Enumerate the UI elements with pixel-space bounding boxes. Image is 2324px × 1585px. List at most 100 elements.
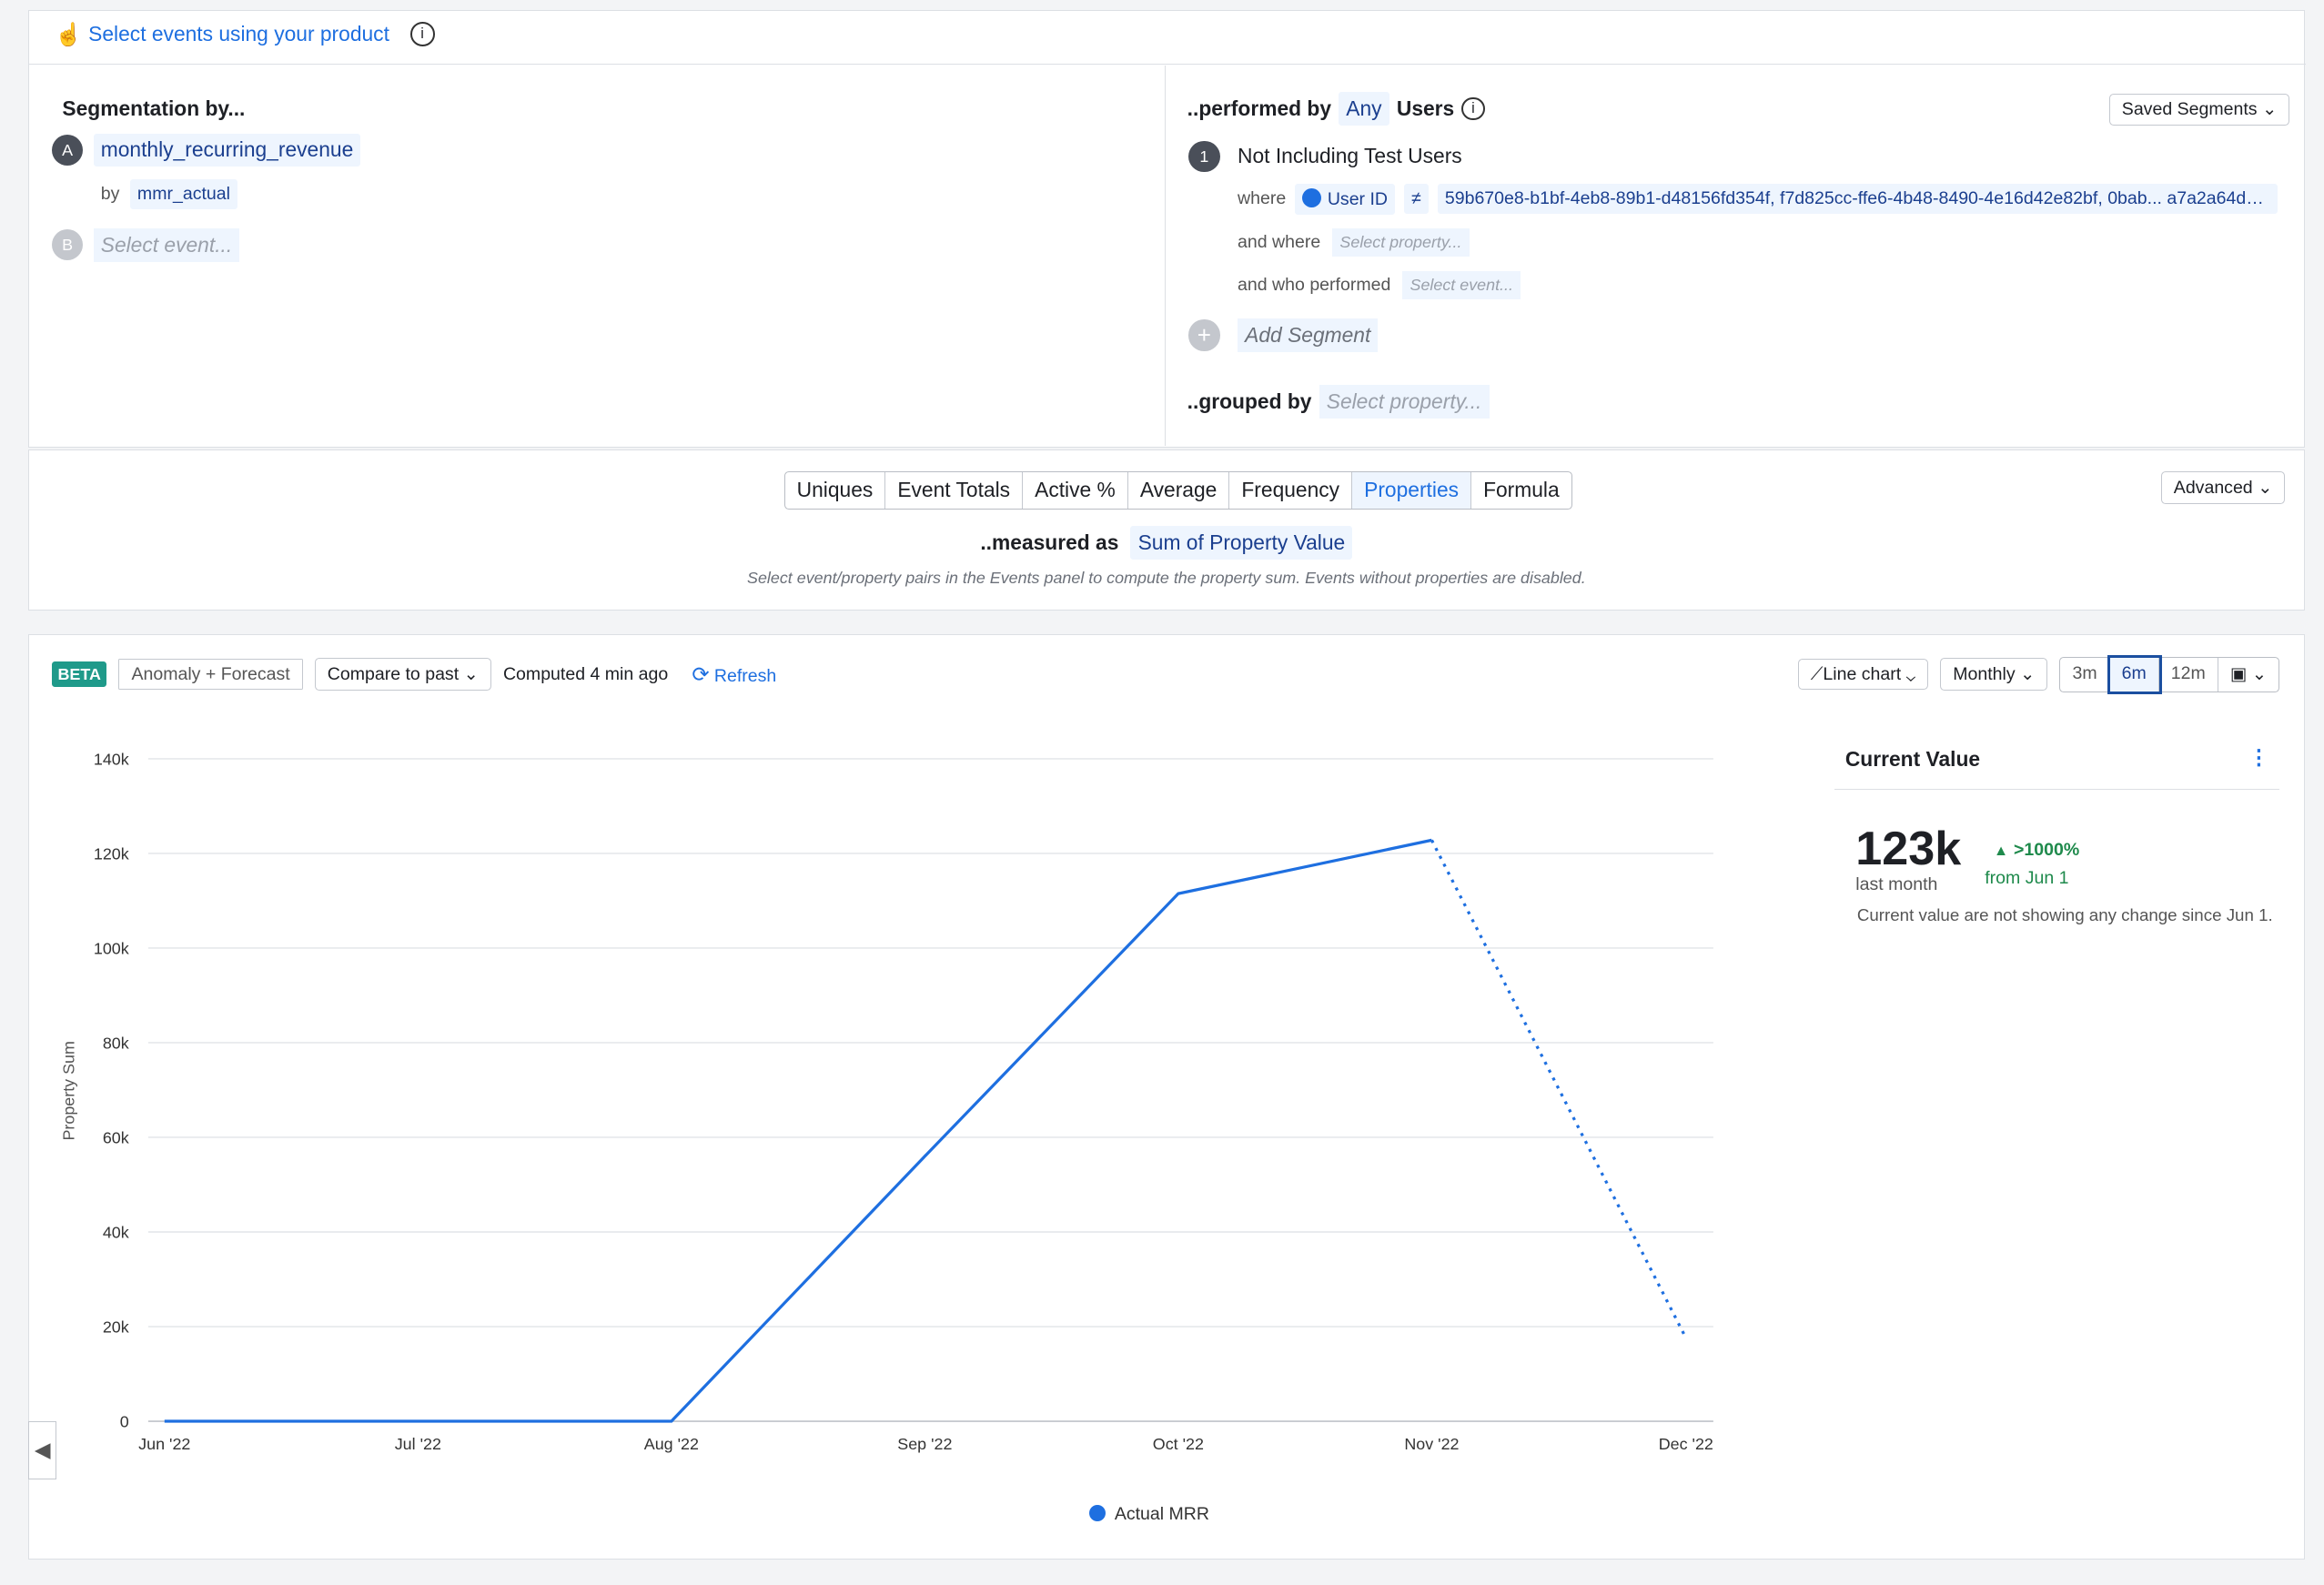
group-property-selector[interactable]: mmr_actual	[129, 179, 238, 209]
hand-pointer-icon: ☝	[55, 22, 83, 47]
measured-as-row: ..measured as Sum of Property Value	[0, 526, 2324, 560]
current-value-block: 123k last month	[1855, 822, 1962, 895]
more-options-icon[interactable]: ⋮	[2248, 745, 2269, 770]
and-who-performed-label: and who performed	[1238, 274, 1391, 295]
info-icon[interactable]: i	[409, 22, 435, 47]
grouped-by-row: ..grouped by Select property...	[1187, 385, 1490, 419]
event-b-selector[interactable]: Select event...	[93, 227, 240, 262]
where-label: where	[1238, 188, 1287, 209]
and-where-property-selector[interactable]: Select property...	[1332, 227, 1470, 257]
grouped-by-selector[interactable]: Select property...	[1319, 385, 1490, 419]
metric-tab[interactable]: Formula	[1483, 478, 1560, 502]
change-value: >1000%	[2014, 839, 2080, 860]
info-icon[interactable]: i	[1461, 96, 1485, 120]
header-row: ☝ Select events using your product i	[55, 21, 435, 48]
chart-type-dropdown[interactable]: ⟋Line chart ⌄	[1797, 658, 1929, 691]
current-value-row: 123k last month ▲ >1000% from Jun 1	[1855, 822, 2079, 895]
divider	[1834, 788, 2280, 790]
user-id-property[interactable]: User ID	[1295, 183, 1396, 215]
line-chart-icon: ⟋	[1810, 663, 1824, 684]
line-chart: 0 20k 40k 60k 80k 100k 120k 140k Jun '22 Jul '22 A…	[59, 750, 1713, 1453]
add-segment-button[interactable]: Add Segment	[1238, 318, 1379, 352]
add-icon[interactable]: +	[1188, 319, 1220, 351]
current-value-sub: last month	[1855, 873, 1938, 894]
interval-label: Monthly	[1953, 664, 2016, 685]
saved-segments-button[interactable]: Saved Segments ⌄	[2108, 93, 2290, 126]
add-segment-row: + Add Segment	[1188, 318, 1379, 352]
legend-label: Actual MRR	[1114, 1504, 1210, 1525]
segment-name[interactable]: Not Including Test Users	[1238, 144, 1462, 168]
event-a-selector[interactable]: monthly_recurring_revenue	[93, 133, 361, 167]
metric-tab[interactable]: Frequency	[1229, 471, 1353, 509]
measured-as-selector[interactable]: Sum of Property Value	[1130, 526, 1353, 560]
range-option[interactable]: 3m	[2060, 657, 2110, 692]
metric-tab[interactable]: Active %	[1023, 471, 1128, 509]
y-tick-label: 40k	[103, 1224, 129, 1242]
computed-status: Computed 4 min ago	[502, 663, 669, 684]
anomaly-forecast-button[interactable]: Anomaly + Forecast	[118, 658, 303, 691]
range-option[interactable]: 12m	[2159, 657, 2218, 692]
by-label: by	[100, 183, 120, 204]
y-axis-label: Property Sum	[59, 1041, 77, 1140]
performed-by-label: ..performed by	[1187, 96, 1331, 120]
y-tick-label: 120k	[94, 844, 129, 863]
beta-badge: BETA	[52, 661, 107, 687]
event-a-badge: A	[52, 134, 84, 167]
x-tick-label: Nov '22	[1404, 1435, 1459, 1453]
y-tick-label: 0	[120, 1413, 129, 1431]
y-tick-label: 20k	[103, 1318, 129, 1337]
measure-hint: Select event/property pairs in the Event…	[747, 569, 1586, 588]
metric-tab[interactable]: Uniques	[785, 471, 886, 509]
up-arrow-icon: ▲	[1994, 842, 2009, 859]
performed-by-row: ..performed by Any Users i	[1187, 91, 1485, 126]
advanced-label: Advanced	[2173, 477, 2253, 498]
and-who-event-selector[interactable]: Select event...	[1402, 271, 1521, 299]
divider	[1165, 65, 1166, 447]
series-line-incomplete	[1430, 839, 1687, 1338]
current-value: 123k	[1855, 822, 1962, 875]
x-tick-label: Jul '22	[395, 1435, 441, 1453]
metric-tabs: Uniques Event Totals Active % Average Freque…	[783, 470, 1572, 510]
x-tick-label: Jun '22	[138, 1435, 190, 1453]
and-where-label: and where	[1238, 231, 1321, 252]
grouped-by-label: ..grouped by	[1187, 389, 1312, 414]
compare-to-past-dropdown[interactable]: Compare to past ⌄	[314, 658, 491, 691]
x-tick-label: Aug '22	[644, 1435, 699, 1453]
event-a-row: A monthly_recurring_revenue	[52, 133, 361, 167]
refresh-button[interactable]: ⟳ Refresh	[692, 662, 776, 687]
event-b-badge: B	[52, 229, 84, 261]
operator-selector[interactable]: ≠	[1403, 184, 1429, 215]
divider	[27, 64, 2307, 65]
segmentation-label: Segmentation by...	[62, 96, 246, 120]
metric-tab[interactable]: Properties	[1352, 471, 1472, 509]
compare-label: Compare to past	[327, 664, 460, 685]
amplitude-icon	[1302, 187, 1322, 208]
series-line-actual-mrr	[164, 838, 1432, 1423]
calendar-icon[interactable]: ▣ ⌄	[2229, 664, 2268, 685]
advanced-button[interactable]: Advanced ⌄	[2160, 470, 2286, 504]
metric-tab[interactable]: Event Totals	[885, 471, 1024, 509]
range-option[interactable]: 6m	[2107, 654, 2162, 694]
y-tick-label: 140k	[94, 750, 129, 768]
y-tick-label: 60k	[103, 1129, 129, 1147]
collapse-left-button[interactable]: ◀	[27, 1421, 57, 1479]
measured-as-label: ..measured as	[980, 530, 1119, 555]
y-tick-label: 80k	[103, 1034, 129, 1052]
chart-toolbar-right: ⟋Line chart ⌄ Monthly ⌄ 3m 6m 12m ▣ ⌄	[1797, 654, 2280, 694]
change-block: ▲ >1000% from Jun 1	[1985, 824, 2079, 889]
header-title[interactable]: Select events using your product	[88, 22, 389, 46]
x-tick-label: Oct '22	[1153, 1435, 1204, 1453]
segment-number-badge: 1	[1188, 140, 1220, 172]
legend-actual-mrr[interactable]: Actual MRR	[1089, 1504, 1209, 1525]
legend-dot-icon	[1089, 1504, 1106, 1521]
interval-dropdown[interactable]: Monthly ⌄	[1940, 658, 2048, 691]
any-selector[interactable]: Any	[1339, 91, 1389, 126]
query-panel	[27, 10, 2306, 449]
property-values[interactable]: 59b670e8-b1bf-4eb8-89b1-d48156fd354f, f7…	[1437, 184, 2279, 215]
refresh-label: Refresh	[713, 665, 777, 686]
x-tick-label: Dec '22	[1659, 1435, 1713, 1453]
metric-tab[interactable]: Average	[1128, 471, 1230, 509]
x-tick-label: Sep '22	[897, 1435, 952, 1453]
property-label: User ID	[1327, 188, 1389, 209]
event-b-row: B Select event...	[52, 227, 240, 262]
